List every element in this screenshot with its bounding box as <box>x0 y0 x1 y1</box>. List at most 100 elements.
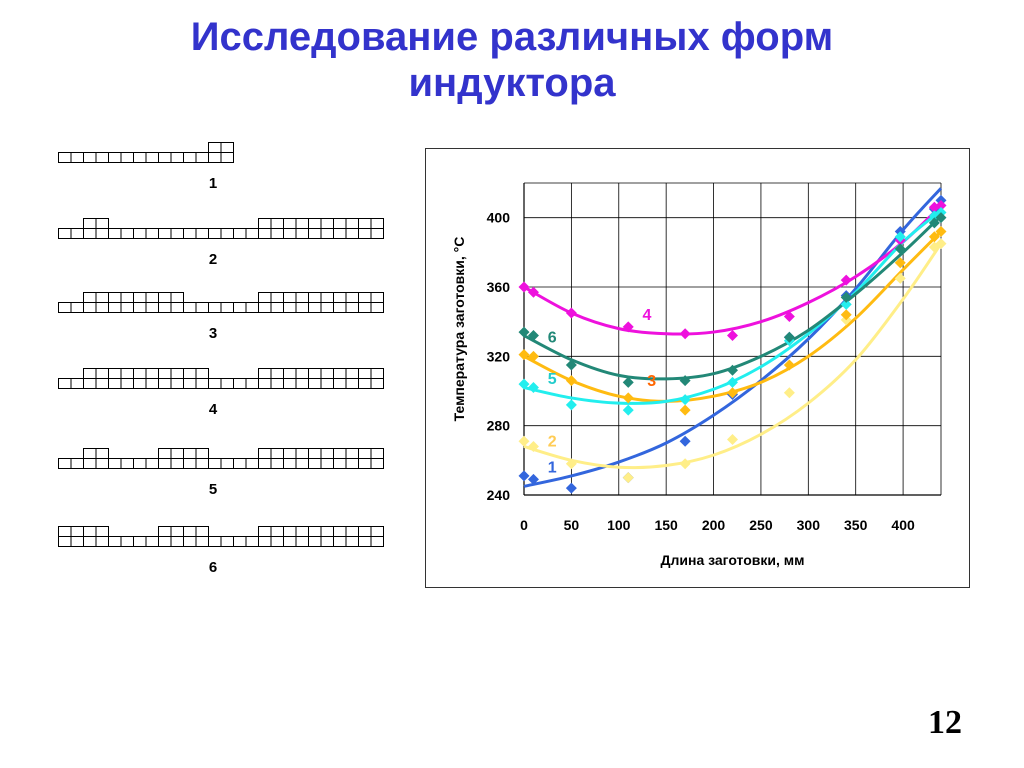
coil-turn <box>170 458 184 469</box>
coil-turn <box>170 378 184 389</box>
coil-turn <box>258 536 272 547</box>
coil-turn <box>270 526 284 537</box>
coil-turn <box>158 368 172 379</box>
coil-turn <box>183 526 197 537</box>
coil-turn <box>270 536 284 547</box>
coil-turn <box>95 536 109 547</box>
coil-turn <box>333 458 347 469</box>
coil-turn <box>233 302 247 313</box>
coil-turn <box>333 292 347 303</box>
inductor-diagram-4 <box>58 368 384 389</box>
data-point-series-6 <box>727 364 738 376</box>
coil-turn <box>183 368 197 379</box>
coil-turn <box>345 526 359 537</box>
coil-turn <box>358 526 372 537</box>
coil-turn <box>333 378 347 389</box>
data-point-series-1 <box>527 473 539 485</box>
data-point-series-4 <box>527 286 539 298</box>
data-point-series-1 <box>518 470 530 482</box>
coil-turn <box>320 368 334 379</box>
coil-turn <box>95 448 109 459</box>
coil-turn <box>270 302 284 313</box>
coil-turn <box>145 378 159 389</box>
coil-turn <box>270 218 284 229</box>
coil-turn <box>320 448 334 459</box>
coil-turn <box>283 218 297 229</box>
data-point-series-3 <box>518 349 530 361</box>
coil-turn <box>333 526 347 537</box>
coil-turn <box>145 228 159 239</box>
data-point-series-4 <box>840 274 852 286</box>
inductor-label-1: 1 <box>208 175 218 192</box>
coil-turn <box>195 458 209 469</box>
coil-turn <box>83 302 97 313</box>
inductor-diagram-3 <box>58 292 384 313</box>
coil-turn <box>95 526 109 537</box>
coil-turn <box>83 448 97 459</box>
coil-turn <box>258 368 272 379</box>
coil-turn <box>370 292 384 303</box>
coil-turn <box>108 368 122 379</box>
coil-turn <box>283 368 297 379</box>
coil-turn <box>95 368 109 379</box>
temperature-chart: 0 50 100 150 200 250 300 350 400 240 280 320 360 400 Д… <box>451 182 947 568</box>
data-point-series-3 <box>928 231 940 243</box>
coil-turn <box>208 302 222 313</box>
y-tick-label: 280 <box>487 418 511 434</box>
coil-turn <box>333 368 347 379</box>
coil-turn <box>270 458 284 469</box>
coil-turn <box>295 292 309 303</box>
data-point-series-6 <box>894 243 906 255</box>
coil-turn <box>83 292 97 303</box>
coil-turn <box>133 368 147 379</box>
data-point-series-4 <box>565 307 577 319</box>
coil-turn <box>283 458 297 469</box>
coil-turn <box>345 368 359 379</box>
coil-turn <box>220 536 234 547</box>
page-number: 12 <box>928 704 962 741</box>
data-point-series-5 <box>679 394 691 406</box>
coil-turn <box>345 292 359 303</box>
coil-turn <box>195 228 209 239</box>
coil-turn <box>95 228 109 239</box>
data-point-series-6 <box>679 375 691 387</box>
coil-turn <box>308 302 322 313</box>
coil-turn <box>170 368 184 379</box>
coil-turn <box>270 448 284 459</box>
inductor-label-4: 4 <box>208 401 218 418</box>
data-point-series-2 <box>727 434 738 446</box>
coil-turn <box>370 368 384 379</box>
coil-turn <box>170 302 184 313</box>
data-point-series-2 <box>935 238 947 250</box>
coil-turn <box>320 526 334 537</box>
coil-turn <box>58 458 72 469</box>
coil-turn <box>183 448 197 459</box>
data-point-series-5 <box>727 376 738 388</box>
y-tick-label: 320 <box>487 348 511 364</box>
slide-title: Исследование различных форм индуктора <box>0 14 1024 106</box>
trend-line-series-6 <box>523 214 943 381</box>
coil-turn <box>70 302 84 313</box>
coil-turn <box>95 152 109 163</box>
y-tick-label: 360 <box>487 279 511 295</box>
coil-turn <box>83 526 97 537</box>
coil-turn <box>183 302 197 313</box>
coil-turn <box>58 378 72 389</box>
data-point-series-3 <box>565 375 577 387</box>
coil-turn <box>345 536 359 547</box>
coil-turn <box>145 368 159 379</box>
y-tick-label: 240 <box>487 487 511 503</box>
coil-turn <box>345 228 359 239</box>
coil-turn <box>95 458 109 469</box>
coil-turn <box>195 536 209 547</box>
title-line-2: индуктора <box>408 61 616 105</box>
coil-turn <box>133 228 147 239</box>
trend-line-series-4 <box>523 204 943 336</box>
data-point-series-4 <box>679 328 691 340</box>
coil-turn <box>320 378 334 389</box>
coil-turn <box>95 218 109 229</box>
coil-turn <box>320 458 334 469</box>
data-point-series-3 <box>679 404 691 416</box>
coil-turn <box>108 292 122 303</box>
inductor-label-5: 5 <box>208 481 218 498</box>
